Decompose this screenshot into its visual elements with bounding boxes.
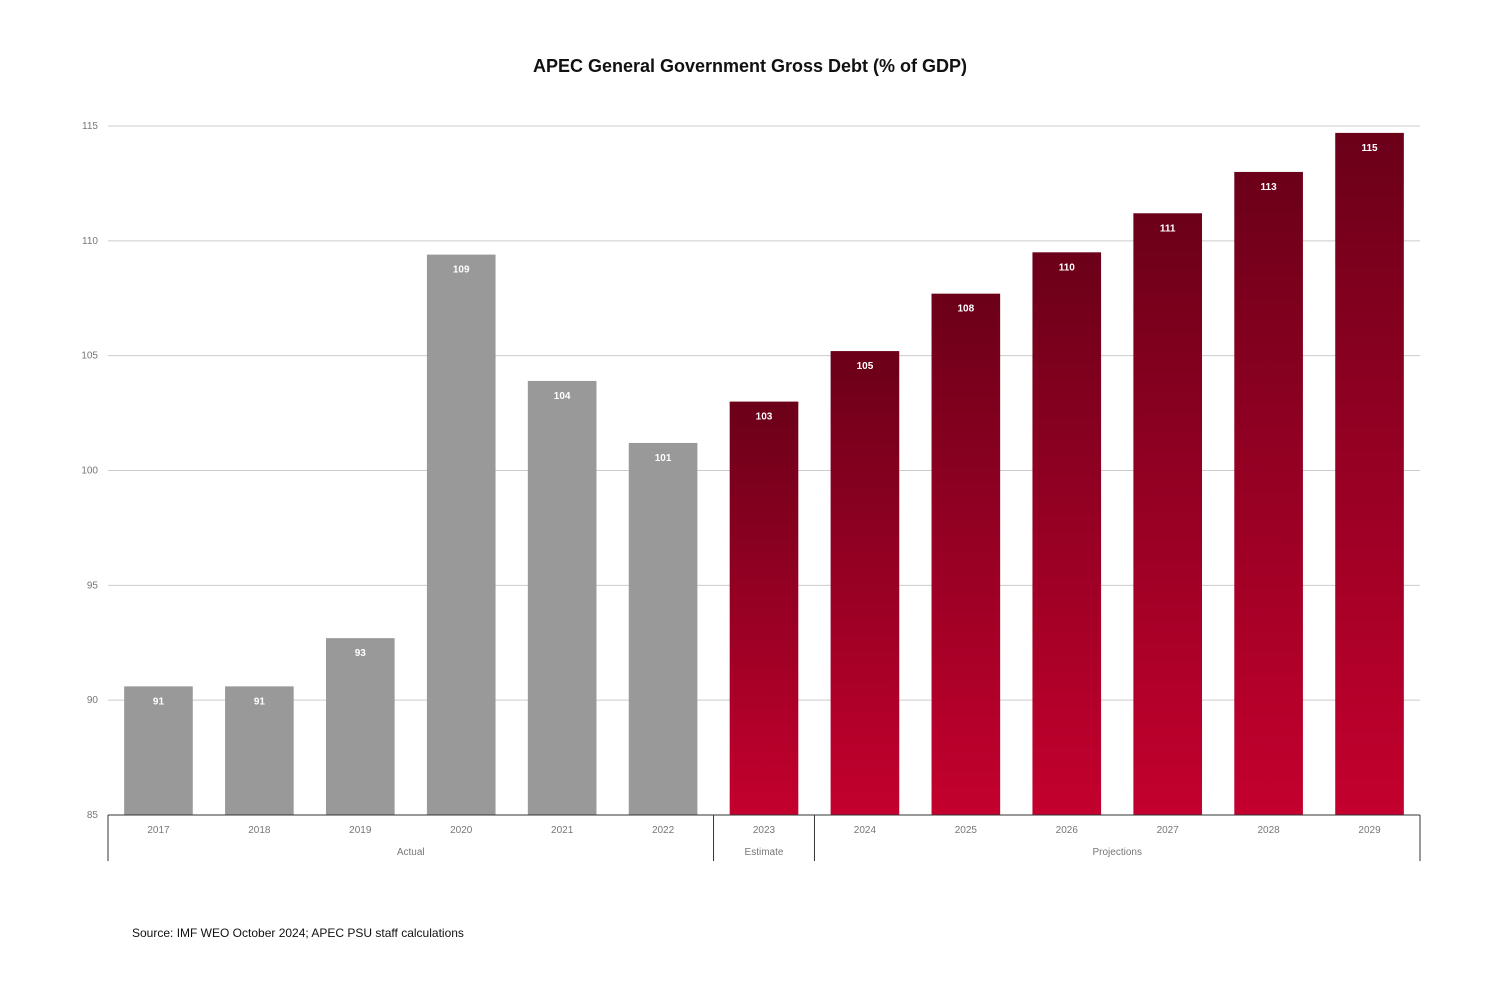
x-tick-label-2023: 2023 <box>753 825 776 836</box>
data-label-2017: 91 <box>153 696 165 707</box>
x-tick-label-2025: 2025 <box>955 825 978 836</box>
x-axis: 2017 2018 2019 2020 2021 2022 2023 2024 2025 2026… <box>107 814 1421 861</box>
bar-2026 <box>1032 252 1102 816</box>
y-tick-label: 100 <box>81 466 98 477</box>
bar-2027 <box>1133 213 1203 816</box>
y-tick-label: 85 <box>87 810 99 821</box>
bar-2022 <box>628 442 698 815</box>
data-label-2022: 101 <box>655 453 672 464</box>
x-tick-label-2027: 2027 <box>1157 825 1180 836</box>
data-label-2019: 93 <box>355 648 367 659</box>
data-labels: 91 91 93 109 104 101 103 105 108 110 111 113 115 <box>153 143 1378 707</box>
data-label-2029: 115 <box>1361 143 1378 154</box>
source-note: Source: IMF WEO October 2024; APEC PSU s… <box>132 926 464 940</box>
bar-2028 <box>1234 171 1303 815</box>
bar-2019 <box>325 638 395 815</box>
x-tick-label-2024: 2024 <box>854 825 877 836</box>
x-tick-label-2029: 2029 <box>1358 825 1381 836</box>
group-label-projections: Projections <box>1092 847 1141 858</box>
bar-2021 <box>527 380 597 815</box>
bar-2024 <box>830 351 900 815</box>
data-label-2018: 91 <box>254 696 266 707</box>
y-tick-label: 90 <box>87 695 99 706</box>
bar-2025 <box>931 293 1001 815</box>
data-label-2026: 110 <box>1059 262 1076 273</box>
x-tick-label-2026: 2026 <box>1056 825 1079 836</box>
group-label-actual: Actual <box>397 847 425 858</box>
y-tick-label: 95 <box>87 580 99 591</box>
data-label-2020: 109 <box>453 265 470 276</box>
x-tick-label-2019: 2019 <box>349 825 372 836</box>
data-label-2023: 103 <box>756 412 773 423</box>
group-label-estimate: Estimate <box>745 847 784 858</box>
x-tick-label-2020: 2020 <box>450 825 473 836</box>
x-tick-label-2018: 2018 <box>248 825 271 836</box>
y-tick-label: 115 <box>82 121 98 132</box>
bar-2020 <box>426 254 496 815</box>
x-tick-label-2028: 2028 <box>1257 825 1280 836</box>
data-label-2024: 105 <box>857 361 874 372</box>
y-axis-ticks: 85 90 95 100 105 110 115 <box>81 121 98 821</box>
data-label-2025: 108 <box>958 304 975 315</box>
x-tick-label-2022: 2022 <box>652 825 675 836</box>
y-tick-label: 105 <box>81 351 98 362</box>
data-label-2028: 113 <box>1261 182 1278 193</box>
bar-2018 <box>225 686 294 815</box>
y-tick-label: 110 <box>82 236 98 247</box>
bar-2023 <box>729 401 799 815</box>
data-label-2027: 111 <box>1160 223 1176 234</box>
bar-2029 <box>1335 132 1404 815</box>
x-tick-label-2017: 2017 <box>147 825 170 836</box>
chart-title: APEC General Government Gross Debt (% of… <box>532 56 968 76</box>
bars <box>124 132 1404 816</box>
x-tick-label-2021: 2021 <box>551 825 574 836</box>
bar-2017 <box>124 686 193 815</box>
data-label-2021: 104 <box>554 391 571 402</box>
